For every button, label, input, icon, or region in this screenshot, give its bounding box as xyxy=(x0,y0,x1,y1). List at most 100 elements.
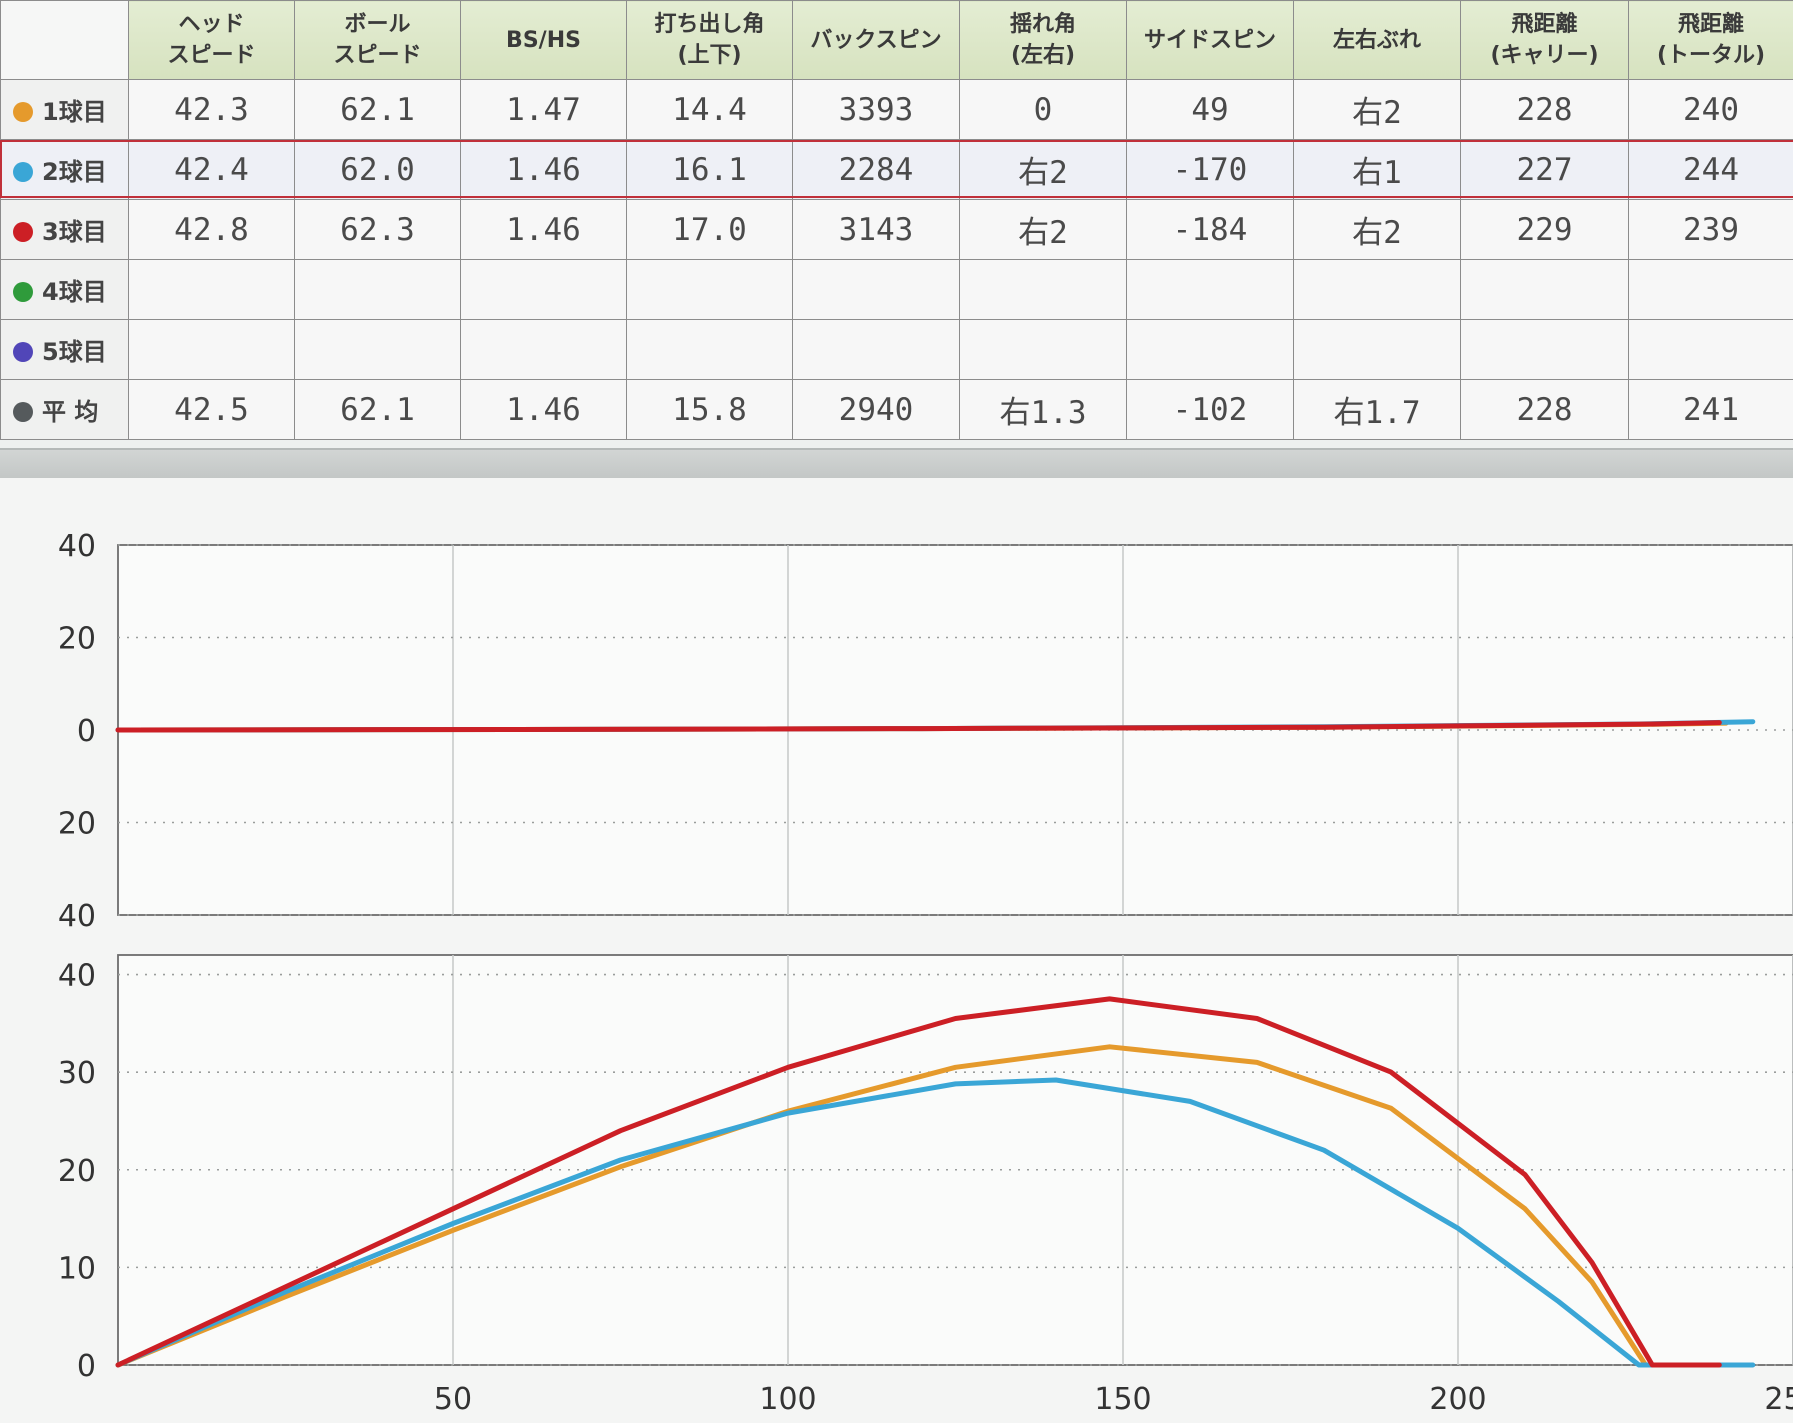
cell-ball-speed: 62.0 xyxy=(294,139,461,200)
cell-sidespin: 49 xyxy=(1126,79,1294,140)
header-carry: 飛距離 (キャリー) xyxy=(1460,0,1629,80)
row-label-text: 3球目 xyxy=(42,218,107,246)
row-label[interactable]: 3球目 xyxy=(0,199,129,260)
header-smash-factor: BS/HS xyxy=(460,0,627,80)
cell-sidespin xyxy=(1126,319,1294,380)
ball-color-dot-icon xyxy=(13,342,33,362)
header-deviation: 左右ぶれ xyxy=(1293,0,1461,80)
y-tick-label: 30 xyxy=(58,1056,96,1091)
cell-sidespin xyxy=(1126,259,1294,320)
y-tick-label: 10 xyxy=(58,1251,96,1286)
row-label-text: 5球目 xyxy=(42,338,107,366)
row-label[interactable]: 平 均 xyxy=(0,379,129,440)
cell-carry: 227 xyxy=(1460,139,1629,200)
row-label[interactable]: 4球目 xyxy=(0,259,129,320)
header-ball-speed: ボール スピード xyxy=(294,0,461,80)
cell-head-speed: 42.5 xyxy=(128,379,295,440)
cell-total: 244 xyxy=(1628,139,1793,200)
cell-smash-factor xyxy=(460,259,627,320)
cell-sidespin: -102 xyxy=(1126,379,1294,440)
cell-launch-angle xyxy=(626,259,793,320)
cell-smash-factor: 1.46 xyxy=(460,379,627,440)
table-header-row: ヘッド スピード ボール スピード BS/HS 打ち出し角 (上下) バックスピン 揺… xyxy=(0,0,1793,80)
cell-deviation: 右2 xyxy=(1293,199,1461,260)
cell-backspin: 2284 xyxy=(792,139,960,200)
cell-head-speed: 42.8 xyxy=(128,199,295,260)
x-tick-label: 100 xyxy=(759,1382,816,1417)
cell-backspin: 2940 xyxy=(792,379,960,440)
lateral-deviation-chart: 40 20 0 20 40 xyxy=(58,529,1793,934)
header-total: 飛距離 (トータル) xyxy=(1628,0,1793,80)
cell-backspin xyxy=(792,319,960,380)
cell-smash-factor: 1.47 xyxy=(460,79,627,140)
row-label-text: 平 均 xyxy=(42,398,99,426)
table-row[interactable]: 5球目 xyxy=(0,319,1793,380)
header-head-speed: ヘッド スピード xyxy=(128,0,295,80)
cell-total xyxy=(1628,259,1793,320)
header-side-angle: 揺れ角 (左右) xyxy=(959,0,1127,80)
cell-carry xyxy=(1460,259,1629,320)
cell-launch-angle: 14.4 xyxy=(626,79,793,140)
cell-side-angle xyxy=(959,319,1127,380)
cell-launch-angle: 17.0 xyxy=(626,199,793,260)
table-row[interactable]: 3球目 42.8 62.3 1.46 17.0 3143 右2 -184 右2 229 239 xyxy=(0,199,1793,260)
y-tick-label: 40 xyxy=(58,529,96,564)
cell-carry: 228 xyxy=(1460,79,1629,140)
cell-ball-speed xyxy=(294,259,461,320)
y-tick-label: 20 xyxy=(58,807,96,842)
header-sidespin: サイドスピン xyxy=(1126,0,1294,80)
plot-area xyxy=(117,954,1793,1366)
header-corner xyxy=(0,0,129,80)
x-tick-label: 200 xyxy=(1429,1382,1486,1417)
cell-head-speed: 42.4 xyxy=(128,139,295,200)
trajectory-height-chart: 40302010050100150200250 xyxy=(58,954,1793,1417)
cell-deviation xyxy=(1293,319,1461,380)
section-divider xyxy=(0,448,1793,478)
header-launch-angle: 打ち出し角 (上下) xyxy=(626,0,793,80)
table-row[interactable]: 1球目 42.3 62.1 1.47 14.4 3393 0 49 右2 228 240 xyxy=(0,79,1793,140)
row-label[interactable]: 2球目 xyxy=(0,139,129,200)
cell-head-speed: 42.3 xyxy=(128,79,295,140)
cell-backspin: 3143 xyxy=(792,199,960,260)
cell-launch-angle xyxy=(626,319,793,380)
cell-deviation: 右1.7 xyxy=(1293,379,1461,440)
cell-launch-angle: 16.1 xyxy=(626,139,793,200)
row-label-text: 2球目 xyxy=(42,158,107,186)
cell-ball-speed xyxy=(294,319,461,380)
cell-total: 241 xyxy=(1628,379,1793,440)
y-tick-label: 0 xyxy=(77,1349,96,1384)
cell-side-angle: 右2 xyxy=(959,139,1127,200)
row-label-text: 4球目 xyxy=(42,278,107,306)
series-line xyxy=(115,996,1722,1368)
series-line xyxy=(115,1077,1756,1368)
series-line xyxy=(115,1044,1729,1368)
cell-head-speed xyxy=(128,259,295,320)
row-label[interactable]: 1球目 xyxy=(0,79,129,140)
cell-side-angle: 0 xyxy=(959,79,1127,140)
table-row[interactable]: 平 均 42.5 62.1 1.46 15.8 2940 右1.3 -102 右1.7 228 24… xyxy=(0,379,1793,440)
cell-sidespin: -170 xyxy=(1126,139,1294,200)
table-row[interactable]: 2球目 42.4 62.0 1.46 16.1 2284 右2 -170 右1 227 244 xyxy=(0,139,1793,200)
x-tick-label: 250 xyxy=(1764,1382,1793,1417)
x-tick-label: 50 xyxy=(434,1382,472,1417)
ball-color-dot-icon xyxy=(13,222,33,242)
cell-total: 239 xyxy=(1628,199,1793,260)
cell-carry: 229 xyxy=(1460,199,1629,260)
cell-backspin xyxy=(792,259,960,320)
y-tick-label: 0 xyxy=(77,714,96,749)
series-line xyxy=(115,720,1722,733)
cell-total xyxy=(1628,319,1793,380)
cell-ball-speed: 62.1 xyxy=(294,379,461,440)
cell-ball-speed: 62.1 xyxy=(294,79,461,140)
row-label[interactable]: 5球目 xyxy=(0,319,129,380)
cell-carry: 228 xyxy=(1460,379,1629,440)
y-tick-label: 40 xyxy=(58,959,96,994)
table-row[interactable]: 4球目 xyxy=(0,259,1793,320)
x-tick-label: 150 xyxy=(1094,1382,1151,1417)
cell-smash-factor: 1.46 xyxy=(460,199,627,260)
ball-color-dot-icon xyxy=(13,282,33,302)
cell-deviation: 右2 xyxy=(1293,79,1461,140)
y-tick-label: 20 xyxy=(58,1154,96,1189)
cell-carry xyxy=(1460,319,1629,380)
cell-side-angle: 右1.3 xyxy=(959,379,1127,440)
